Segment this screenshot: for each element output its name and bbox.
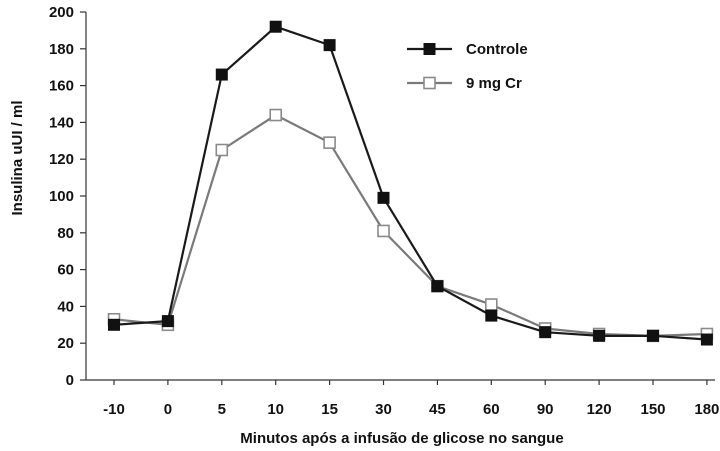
series-line: [113, 113, 707, 337]
data-point: [700, 333, 713, 346]
x-tick-label: 60: [483, 401, 500, 418]
x-tick-label: 180: [694, 401, 719, 418]
x-tick-label: 0: [164, 401, 172, 418]
y-tick-label: 40: [57, 298, 74, 315]
y-tick-label: 200: [49, 4, 74, 21]
y-tick-label: 180: [49, 41, 74, 58]
x-tick-label: 150: [640, 401, 665, 418]
data-point: [269, 20, 282, 33]
data-point: [323, 136, 336, 149]
data-point: [215, 143, 229, 157]
data-point: [377, 224, 390, 238]
x-axis: -10 0 5 10 15 30 45 60 90 120 150 180: [86, 379, 719, 418]
y-tick-label: 60: [57, 262, 74, 279]
data-point: [647, 329, 659, 342]
legend-label: 9 mg Cr: [466, 75, 522, 92]
x-tick-label: 15: [321, 401, 338, 418]
data-point: [593, 329, 606, 342]
y-tick-label: 20: [57, 335, 74, 352]
x-axis-title: Minutos após a infusão de glicose no san…: [240, 430, 563, 447]
y-axis: 0 20 40 60 80 100 120 140 160 180 200: [49, 4, 87, 389]
y-tick-label: 140: [49, 114, 74, 131]
x-tick-label: 120: [587, 401, 612, 418]
x-tick-label: 90: [537, 401, 554, 418]
x-tick-label: 30: [375, 401, 392, 418]
data-point: [161, 315, 174, 328]
x-tick-label: -10: [103, 401, 125, 418]
data-point: [323, 39, 336, 52]
y-tick-label: 160: [49, 78, 74, 95]
legend-marker: [423, 76, 436, 90]
data-point: [108, 318, 120, 331]
y-axis-title: Insulina uUI / ml: [9, 100, 26, 215]
series-controle: [108, 20, 713, 346]
x-tick-label: 45: [429, 401, 446, 418]
data-point: [431, 280, 444, 293]
series-cr: [107, 108, 714, 343]
data-point: [484, 298, 498, 311]
x-tick-label: 10: [267, 401, 284, 418]
series-layer: [107, 20, 714, 346]
legend: Controle 9 mg Cr: [407, 41, 528, 92]
series-line: [113, 25, 707, 341]
x-tick-label: 5: [218, 401, 226, 418]
legend-marker: [423, 43, 436, 55]
y-tick-label: 80: [57, 225, 74, 242]
y-tick-label: 120: [49, 151, 74, 168]
data-point: [485, 309, 498, 322]
data-point: [215, 68, 228, 81]
data-point: [377, 191, 390, 204]
data-point: [269, 108, 283, 122]
data-point: [539, 326, 552, 339]
y-tick-label: 100: [49, 188, 74, 205]
legend-label: Controle: [466, 41, 528, 58]
y-tick-label: 0: [66, 372, 74, 389]
